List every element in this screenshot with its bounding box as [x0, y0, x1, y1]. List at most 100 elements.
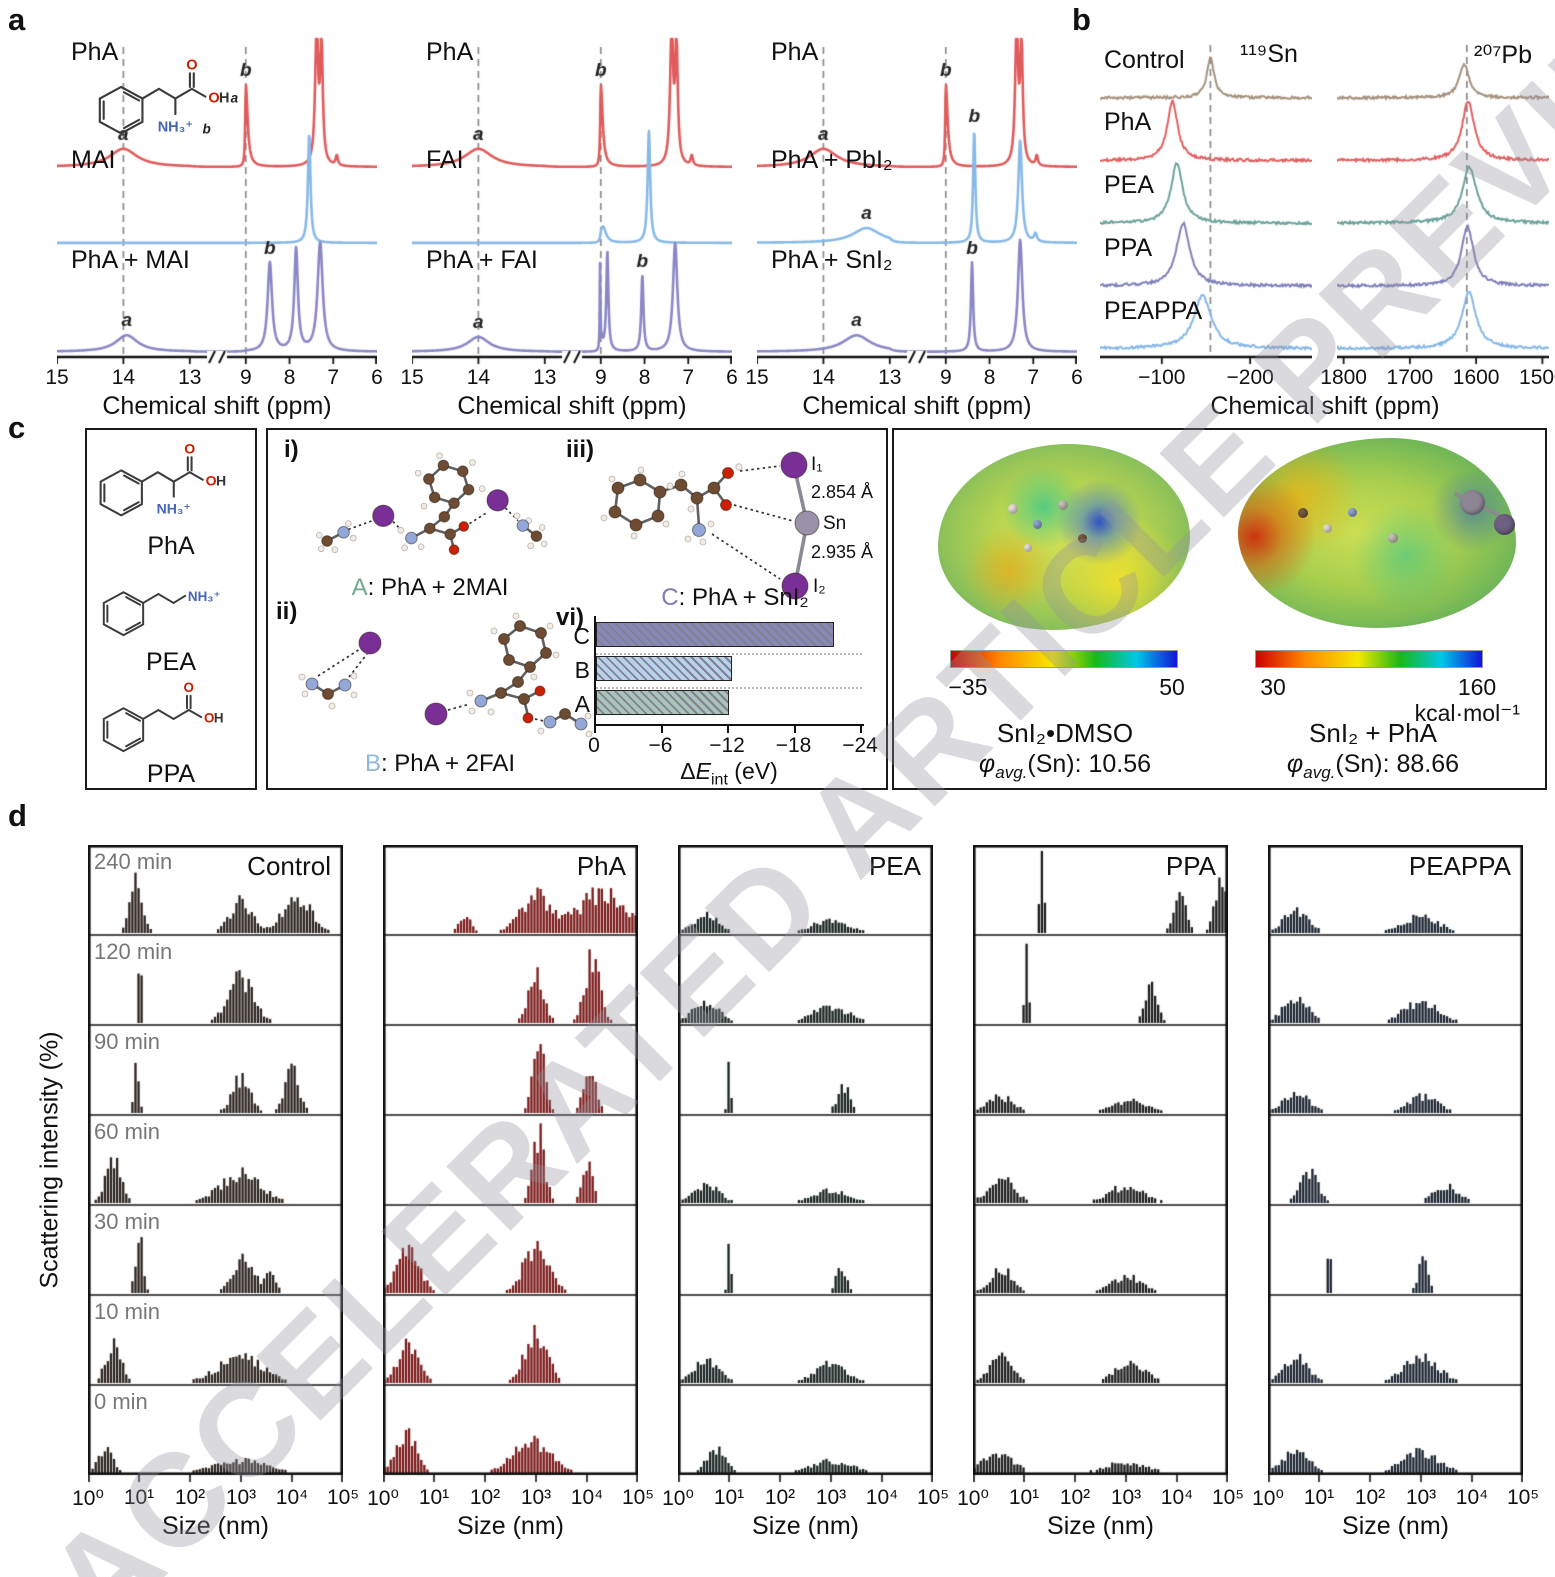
nmr-plot-metal-iodide-series: [757, 35, 1077, 365]
x-axis-label: Chemical shift (ppm): [457, 392, 687, 420]
model-caption-c: C: PhA + SnI₂: [661, 584, 809, 611]
x-tick: 10⁵: [621, 1486, 655, 1509]
x-tick: 14: [466, 366, 491, 389]
bar-b: [596, 656, 733, 681]
nitrogen-atom: [338, 678, 352, 692]
molecule-name-pea: PEA: [145, 648, 197, 676]
colorbar-max-label: 50: [1159, 674, 1185, 700]
trace-label-control: Control: [1104, 45, 1185, 74]
x-tick: 10⁰: [1252, 1487, 1284, 1510]
esp-surface-snI2-dmso: [938, 444, 1190, 630]
x-tick: 1700: [1386, 366, 1434, 389]
panel-d-letter: d: [8, 798, 27, 833]
iodine-atom: [372, 504, 395, 527]
trace-label-peappa: PEAPPA: [1104, 296, 1203, 325]
x-axis-label: Chemical shift (ppm): [802, 392, 1032, 420]
molecule-name-phA: PhA: [147, 532, 195, 560]
x-tick: 10⁴: [865, 1486, 899, 1509]
i2-label: I₂: [813, 576, 826, 597]
hydroxyl-h-label: H: [216, 472, 226, 488]
x-tick: 10¹: [418, 1486, 450, 1509]
model-c-phA-snI2: I₁ 2.854 Å Sn 2.935 Å I₂: [578, 440, 888, 607]
hydroxyl-o-label: O: [204, 711, 214, 726]
bar-chart-index: vi): [556, 604, 585, 631]
x-tick: 13: [178, 366, 202, 389]
i1-label: I₁: [811, 454, 823, 475]
x-tick: 1500: [1519, 366, 1555, 389]
dls-histograms-ppa: [973, 845, 1228, 1483]
esp-title-phA: SnI₂ + PhA: [1309, 718, 1437, 748]
x-tick: 8: [638, 366, 651, 389]
iodine-atom: [1460, 490, 1485, 515]
time-label-60-min: 60 min: [94, 1119, 161, 1144]
pea-structure: NH₃⁺: [95, 560, 245, 650]
bar-y-axis: [594, 616, 596, 726]
x-ticks-row: 10⁰ 10¹ 10² 10³ 10⁴ 10⁵: [72, 1486, 359, 1512]
time-label-240-min: 240 min: [94, 849, 173, 874]
x-tick: 1600: [1452, 366, 1500, 389]
model-index-iii: iii): [566, 436, 594, 463]
model-a-phA-2mai: [298, 446, 550, 579]
x-tick: 10³: [1110, 1486, 1142, 1509]
trace-label-pha: PhA: [426, 38, 474, 66]
bar-tick-label: −6: [648, 734, 673, 757]
grid-line: [596, 653, 862, 655]
isotope-label-pb207: ²⁰⁷Pb: [1474, 41, 1532, 69]
time-label-0-min: 0 min: [94, 1389, 148, 1414]
bar-tick: [660, 726, 663, 733]
nitrogen-atom: [405, 531, 418, 545]
iodine-atom: [1494, 514, 1515, 535]
x-tick: 7: [1027, 366, 1040, 389]
trace-label-pha-sni: PhA + SnI₂: [771, 246, 893, 274]
nitrogen-atom: [574, 717, 588, 731]
column-title-ppa: PPA: [1165, 851, 1216, 881]
colorbar-unit-label: kcal·mol⁻¹: [1414, 700, 1520, 726]
embedded-atom: [1348, 508, 1357, 517]
x-tick: 10³: [225, 1486, 257, 1509]
x-tick: 6: [371, 366, 383, 389]
esp-colorbar-dmso: [950, 650, 1178, 668]
bar-chart-x-label: ΔEint (eV): [680, 758, 778, 789]
x-tick: 10¹: [123, 1486, 155, 1509]
model-caption-a: A: PhA + 2MAI: [351, 574, 509, 601]
esp-phi-phA: φavg.(Sn): 88.66: [1286, 750, 1460, 782]
grid-line: [596, 687, 862, 689]
time-label-30-min: 30 min: [94, 1209, 161, 1234]
iodine-atom-1: [780, 451, 808, 479]
x-axis-label: Size (nm): [752, 1512, 859, 1540]
peak-b-annotation: b: [203, 121, 211, 136]
x-tick: 7: [682, 366, 695, 389]
bond-length-2: 2.935 Å: [811, 542, 873, 562]
bar-tick-label: −24: [842, 734, 878, 757]
x-ticks-row: 10⁰ 10¹ 10² 10³ 10⁴ 10⁵: [957, 1486, 1244, 1512]
model-index-i: i): [284, 436, 299, 463]
x-axis-label: Chemical shift (ppm): [1210, 392, 1440, 420]
x-ticks-row: 15 14 13 9 8 7 6: [745, 366, 1083, 392]
bar-x-axis: [594, 724, 864, 726]
bar-tick-label: −18: [775, 734, 812, 757]
x-axis-label: Chemical shift (ppm): [102, 392, 332, 420]
nitrogen-atom: [474, 694, 488, 708]
ammonium-label: NH₃⁺: [157, 501, 191, 517]
bar-c: [596, 622, 835, 647]
nitrogen-atom: [337, 525, 350, 539]
x-tick: 10²: [1059, 1486, 1091, 1509]
x-axis-label: Size (nm): [162, 1512, 269, 1540]
embedded-atom: [1388, 533, 1398, 543]
x-tick: 10⁵: [1211, 1486, 1245, 1509]
trace-label-pea: PEA: [1104, 171, 1155, 200]
oxygen-atom: [448, 544, 460, 556]
column-title-control: Control: [247, 851, 331, 881]
nitrogen-atom: [692, 523, 706, 537]
x-ticks-row: 15 14 13 9 8 7 6: [400, 366, 738, 392]
trace-label-mai: MAI: [71, 146, 116, 174]
nitrogen-atom: [516, 519, 530, 532]
model-caption-b: B: PhA + 2FAI: [364, 750, 516, 777]
iodine-atom-2: [781, 572, 809, 600]
bar-category-c: C: [573, 623, 590, 649]
esp-colorbar-phA: [1255, 650, 1483, 668]
x-tick: 10¹: [713, 1486, 745, 1509]
column-title-peappa: PEAPPA: [1408, 851, 1511, 881]
interaction-energy-bar-chart: ΔEint (eV) C B A 0 −6 −12 −18 −24: [560, 612, 890, 792]
x-tick: 8: [983, 366, 996, 389]
